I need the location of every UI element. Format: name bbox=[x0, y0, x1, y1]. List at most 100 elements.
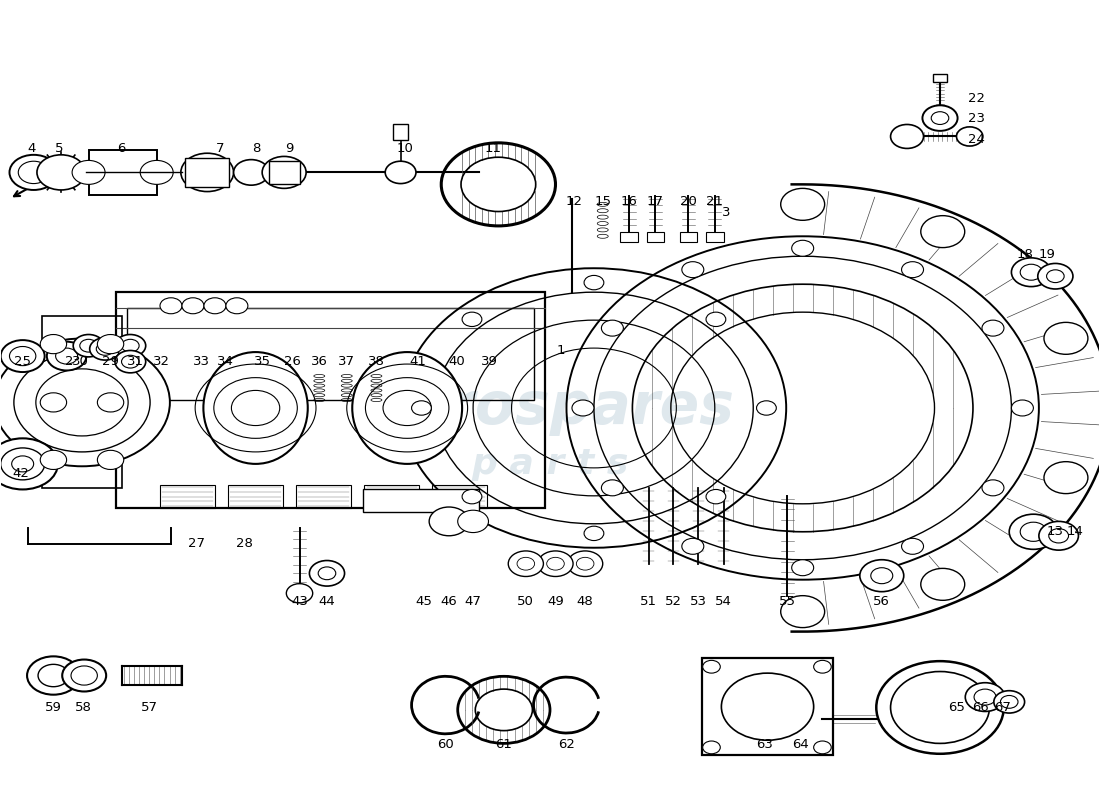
Text: 67: 67 bbox=[994, 701, 1011, 714]
Circle shape bbox=[114, 334, 145, 357]
Circle shape bbox=[921, 568, 965, 600]
Text: eurospares: eurospares bbox=[365, 379, 735, 437]
Circle shape bbox=[982, 320, 1004, 336]
Circle shape bbox=[385, 162, 416, 183]
Text: 58: 58 bbox=[75, 701, 91, 714]
Text: 6: 6 bbox=[118, 142, 125, 155]
Text: 56: 56 bbox=[873, 594, 890, 608]
Circle shape bbox=[140, 161, 173, 184]
Text: 36: 36 bbox=[311, 355, 328, 368]
Circle shape bbox=[98, 393, 123, 412]
Text: 55: 55 bbox=[779, 594, 795, 608]
Bar bbox=[934, 74, 947, 82]
Circle shape bbox=[891, 125, 924, 149]
Circle shape bbox=[703, 741, 720, 754]
Text: 16: 16 bbox=[620, 195, 638, 209]
Text: 44: 44 bbox=[319, 594, 336, 608]
Circle shape bbox=[74, 334, 104, 357]
Text: 11: 11 bbox=[484, 142, 502, 155]
Bar bbox=[160, 486, 215, 508]
Circle shape bbox=[41, 393, 67, 412]
Circle shape bbox=[814, 660, 832, 673]
Text: 35: 35 bbox=[254, 355, 271, 368]
Bar bbox=[116, 292, 544, 508]
Bar bbox=[185, 158, 229, 186]
Text: 49: 49 bbox=[547, 594, 564, 608]
Text: 30: 30 bbox=[73, 355, 89, 368]
Text: 34: 34 bbox=[218, 355, 234, 368]
Text: 61: 61 bbox=[495, 738, 513, 751]
Circle shape bbox=[182, 298, 204, 314]
Text: 21: 21 bbox=[706, 195, 724, 209]
Ellipse shape bbox=[204, 352, 308, 464]
Text: 3: 3 bbox=[722, 206, 730, 219]
Circle shape bbox=[568, 551, 603, 577]
Ellipse shape bbox=[352, 352, 462, 464]
Circle shape bbox=[204, 298, 226, 314]
Bar bbox=[364, 486, 419, 508]
Text: 29: 29 bbox=[102, 355, 119, 368]
Circle shape bbox=[982, 480, 1004, 496]
Circle shape bbox=[73, 161, 106, 184]
Circle shape bbox=[90, 338, 120, 360]
Circle shape bbox=[584, 275, 604, 290]
Text: 59: 59 bbox=[45, 701, 62, 714]
Bar bbox=[647, 232, 664, 242]
Circle shape bbox=[706, 490, 726, 504]
Circle shape bbox=[1044, 322, 1088, 354]
Text: 9: 9 bbox=[285, 142, 294, 155]
Circle shape bbox=[923, 106, 958, 131]
Text: 52: 52 bbox=[664, 594, 682, 608]
Text: 38: 38 bbox=[368, 355, 385, 368]
Text: 46: 46 bbox=[441, 594, 458, 608]
Text: 53: 53 bbox=[690, 594, 707, 608]
Text: 37: 37 bbox=[339, 355, 355, 368]
Circle shape bbox=[458, 510, 488, 533]
Bar bbox=[43, 316, 121, 488]
Circle shape bbox=[860, 560, 904, 592]
Circle shape bbox=[966, 682, 1004, 711]
Text: 26: 26 bbox=[285, 355, 301, 368]
Text: 7: 7 bbox=[217, 142, 224, 155]
Circle shape bbox=[706, 312, 726, 326]
Circle shape bbox=[0, 338, 169, 466]
Circle shape bbox=[462, 490, 482, 504]
Circle shape bbox=[411, 401, 431, 415]
Bar bbox=[680, 232, 697, 242]
Circle shape bbox=[226, 298, 248, 314]
Text: 20: 20 bbox=[680, 195, 697, 209]
Text: 32: 32 bbox=[153, 355, 169, 368]
Text: 45: 45 bbox=[415, 594, 432, 608]
Text: 8: 8 bbox=[253, 142, 261, 155]
Circle shape bbox=[792, 240, 814, 256]
Text: 25: 25 bbox=[14, 355, 31, 368]
Circle shape bbox=[682, 538, 704, 554]
Bar bbox=[432, 486, 487, 508]
Circle shape bbox=[233, 160, 268, 185]
Circle shape bbox=[902, 538, 924, 554]
Circle shape bbox=[584, 526, 604, 541]
Text: 47: 47 bbox=[464, 594, 482, 608]
Circle shape bbox=[814, 741, 832, 754]
Bar bbox=[706, 232, 724, 242]
Text: 24: 24 bbox=[968, 133, 984, 146]
Bar bbox=[126, 308, 534, 400]
Bar bbox=[228, 486, 283, 508]
Text: 28: 28 bbox=[236, 538, 253, 550]
Text: 18: 18 bbox=[1016, 248, 1033, 261]
Circle shape bbox=[10, 155, 58, 190]
Circle shape bbox=[572, 400, 594, 416]
Bar bbox=[268, 162, 299, 183]
Circle shape bbox=[41, 334, 67, 354]
Bar bbox=[296, 486, 351, 508]
Text: 4: 4 bbox=[28, 142, 35, 155]
Circle shape bbox=[462, 312, 482, 326]
Circle shape bbox=[538, 551, 573, 577]
Circle shape bbox=[180, 154, 233, 191]
Text: 14: 14 bbox=[1067, 526, 1084, 538]
Text: 50: 50 bbox=[517, 594, 535, 608]
Text: 51: 51 bbox=[640, 594, 658, 608]
Text: 54: 54 bbox=[715, 594, 732, 608]
Circle shape bbox=[1037, 263, 1072, 289]
Circle shape bbox=[0, 438, 58, 490]
